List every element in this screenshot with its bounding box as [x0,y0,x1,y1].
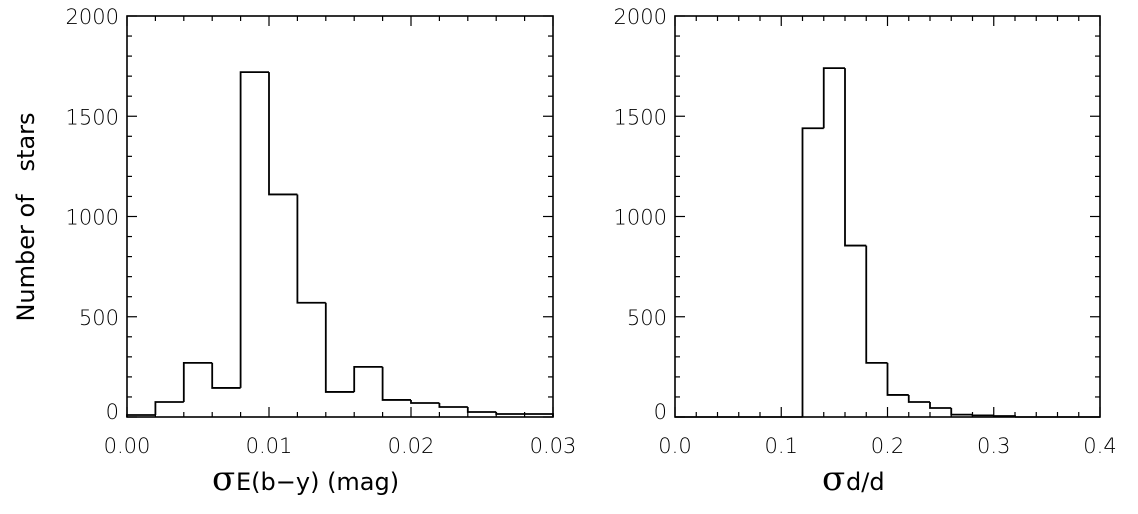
x-axis-label: σ d/d [822,459,885,499]
histogram-bin [907,394,930,403]
x-tick-label: 0.1 [765,434,798,458]
x-tick-label: 0.3 [977,434,1010,458]
y-tick-label: 2000 [66,5,119,29]
y-tick-label: 0 [654,400,667,424]
histogram-bin [353,365,383,392]
histogram-bin [950,407,973,416]
x-tick-label: 0.4 [1083,434,1116,458]
histogram-bin [410,399,440,404]
plot-frame [126,15,554,418]
x-axis-label-text: d/d [846,468,885,496]
x-tick-label: 0.03 [530,434,577,458]
y-tick-label: 1500 [66,105,119,129]
histogram-bin [239,71,269,388]
histogram-bin [182,361,213,402]
x-tick-label: 0.00 [104,434,151,458]
histogram-bin [296,194,326,304]
histogram-bin [324,302,355,393]
y-tick-label: 500 [627,306,667,330]
histogram-bin [929,401,952,409]
histogram-bin [126,414,156,417]
histogram-bin [211,362,241,389]
y-tick-label: 500 [79,306,119,330]
histogram-bin [886,362,909,396]
x-axis-label-sigma: σ [822,459,845,499]
histogram-bin [466,406,497,413]
y-tick-label: 1500 [614,105,667,129]
histogram-bin [844,68,867,247]
histogram-bin [524,413,554,417]
histogram-bin [268,72,298,196]
x-tick-label: 0.2 [871,434,904,458]
x-tick-label: 0.0 [658,434,691,458]
histogram-bin [154,401,184,415]
y-tick-label: 2000 [614,5,667,29]
right-histogram-panel: σ d/d 0.0 0.1 0.2 0.3 0.4 0 500 1000 1500 2000 [614,5,1117,499]
x-axis-label-sigma: σ [212,459,235,499]
y-tick-label: 1000 [66,206,119,230]
histogram-bin [971,414,994,417]
y-axis-label: Number of stars [12,112,40,321]
histogram-bin [438,402,468,408]
histogram-bin [381,366,411,401]
histogram-bin [801,127,824,417]
histogram-bin [992,415,1016,417]
x-tick-label: 0.02 [388,434,435,458]
x-axis-label: σ E(b−y) (mag) [212,459,399,499]
plot-frame [674,15,1101,418]
histogram-bin [822,67,845,129]
x-tick-label: 0.01 [246,434,293,458]
left-histogram-panel: Number of stars σ E(b−y) (mag) 0.00 0.01 0… [12,5,576,499]
x-axis-label-text: E(b−y) (mag) [236,468,399,496]
histogram-bin [865,245,888,364]
histogram-bin [495,411,525,415]
y-tick-label: 0 [106,400,119,424]
y-tick-label: 1000 [614,206,667,230]
